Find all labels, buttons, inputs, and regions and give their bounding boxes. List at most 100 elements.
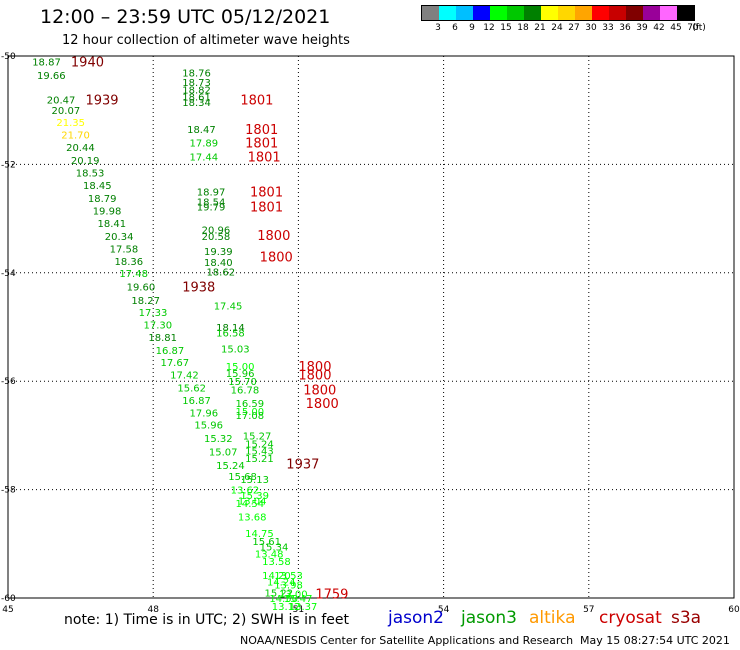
- wave-height-label: 13.53: [274, 571, 303, 582]
- legend-swatch: [473, 6, 490, 20]
- wave-height-label: 15.03: [221, 345, 250, 356]
- wave-height-label: 15.00: [235, 407, 264, 418]
- wave-height-label: 18.76: [182, 68, 211, 79]
- legend-label: 24: [551, 23, 563, 33]
- wave-height-label: 15.00: [226, 362, 255, 373]
- wave-height-label: 17.89: [190, 139, 219, 150]
- wave-height-label: 18.73: [182, 78, 211, 89]
- wave-height-label: 18.54: [197, 197, 226, 208]
- wave-height-label: 15.39: [240, 491, 269, 502]
- pass-time-label: 1938: [182, 280, 215, 295]
- legend-swatch: [575, 6, 592, 20]
- legend-label: 18: [517, 23, 529, 33]
- wave-height-label: 15.70: [228, 377, 257, 388]
- wave-height-label: 18.41: [98, 219, 127, 230]
- wave-height-label: 18.79: [88, 194, 117, 205]
- legend-label: 12: [483, 23, 495, 33]
- wave-height-label: 14.75: [245, 529, 274, 540]
- wave-height-label: 15.47: [284, 594, 313, 605]
- wave-height-label: 16.59: [235, 399, 264, 410]
- wave-height-label: 13.58: [262, 557, 291, 568]
- pass-time-label: 1801: [240, 93, 273, 108]
- wave-height-label: 16.87: [182, 396, 211, 407]
- wave-height-label: 18.82: [182, 86, 211, 97]
- legend-swatch: [643, 6, 660, 20]
- wave-height-label: 17.67: [160, 358, 189, 369]
- credit-line: NOAA/NESDIS Center for Satellite Applica…: [240, 634, 574, 647]
- wave-height-label: 18.53: [76, 169, 105, 180]
- latitude-tick-label: -50: [1, 52, 16, 62]
- wave-height-label: 18.61: [182, 93, 211, 104]
- wave-height-label: 17.44: [190, 152, 219, 163]
- wave-height-label: 18.47: [187, 125, 216, 136]
- pass-time-label: 1759: [315, 588, 348, 603]
- wave-height-label: 13.04: [238, 496, 267, 507]
- pass-time-label: 1937: [286, 458, 319, 473]
- pass-time-label: 1801: [248, 150, 281, 165]
- legend-label: 15: [500, 23, 512, 33]
- color-scale-legend: 3 6 9 12 15 18 21 24 27 30 33 36 39 42 45 70 (ft): [421, 5, 706, 35]
- wave-height-label: 15.24: [245, 440, 274, 451]
- color-scale-labels: 3 6 9 12 15 18 21 24 27 30 33 36 39 42 45 70 (ft): [421, 21, 706, 35]
- wave-height-label: 15.13: [240, 475, 269, 486]
- legend-swatch: [541, 6, 558, 20]
- wave-height-label: 15.61: [252, 537, 281, 548]
- wave-height-label: 19.79: [197, 203, 226, 214]
- wave-height-label: 18.34: [182, 98, 211, 109]
- legend-label: 27: [568, 23, 580, 33]
- wave-height-label: 17.30: [144, 320, 173, 331]
- pass-time-label: 1800: [260, 251, 293, 266]
- legend-swatch: [609, 6, 626, 20]
- wave-height-label: 15.34: [260, 543, 289, 554]
- legend-swatch: [422, 6, 439, 20]
- legend-label: 6: [452, 23, 458, 33]
- wave-height-label: 13.37: [289, 602, 318, 613]
- longitude-tick-label: 51: [293, 605, 304, 615]
- wave-height-label: 17.42: [170, 371, 199, 382]
- color-scale-swatches: [421, 5, 695, 21]
- longitude-tick-label: 54: [438, 605, 450, 615]
- satellite-jason2: jason2: [388, 608, 444, 628]
- legend-swatch: [456, 6, 473, 20]
- longitude-tick-label: 48: [147, 605, 159, 615]
- wave-height-label: 17.48: [119, 269, 148, 280]
- wave-height-label: 18.45: [83, 181, 112, 192]
- wave-height-label: 20.44: [66, 143, 95, 154]
- wave-height-label: 15.07: [209, 448, 238, 459]
- legend-label: 9: [469, 23, 475, 33]
- wave-height-label: 13.98: [274, 580, 303, 591]
- longitude-tick-label: 57: [583, 605, 594, 615]
- wave-height-label: 18.81: [148, 333, 177, 344]
- wave-height-label: 19.98: [93, 206, 122, 217]
- wave-height-label: 18.14: [216, 323, 245, 334]
- wave-height-label: 15.27: [243, 431, 272, 442]
- wave-height-label: 15.32: [204, 434, 233, 445]
- pass-time-label: 1801: [250, 186, 283, 201]
- pass-time-label: 1800: [306, 397, 339, 412]
- wave-height-label: 18.97: [197, 188, 226, 199]
- wave-height-label: 15.68: [228, 472, 257, 483]
- legend-swatch: [507, 6, 524, 20]
- wave-height-label: 15.22: [265, 589, 294, 600]
- legend-swatch: [439, 6, 456, 20]
- wave-height-label: 19.39: [204, 247, 233, 258]
- legend-label: 39: [636, 23, 648, 33]
- pass-time-label: 1801: [250, 201, 283, 216]
- wave-height-label: 16.58: [216, 328, 245, 339]
- wave-height-label: 17.33: [139, 308, 168, 319]
- pass-time-label: 1939: [85, 93, 118, 108]
- pass-time-label: 1800: [298, 369, 331, 384]
- wave-height-label: 13.68: [238, 513, 267, 524]
- wave-height-label: 16.78: [231, 385, 260, 396]
- legend-label: 3: [435, 23, 441, 33]
- wave-height-label: 13.62: [231, 486, 260, 497]
- wave-height-label: 18.40: [204, 258, 233, 269]
- legend-label: 70: [687, 23, 699, 33]
- legend-swatch: [490, 6, 507, 20]
- satellite-cryosat: cryosat: [599, 608, 662, 628]
- wave-height-label: 20.96: [202, 225, 231, 236]
- pass-time-label: 1800: [298, 360, 331, 375]
- wave-height-label: 14.24: [267, 578, 296, 589]
- wave-height-label: 16.87: [156, 346, 185, 357]
- wave-height-label: 18.62: [206, 268, 235, 279]
